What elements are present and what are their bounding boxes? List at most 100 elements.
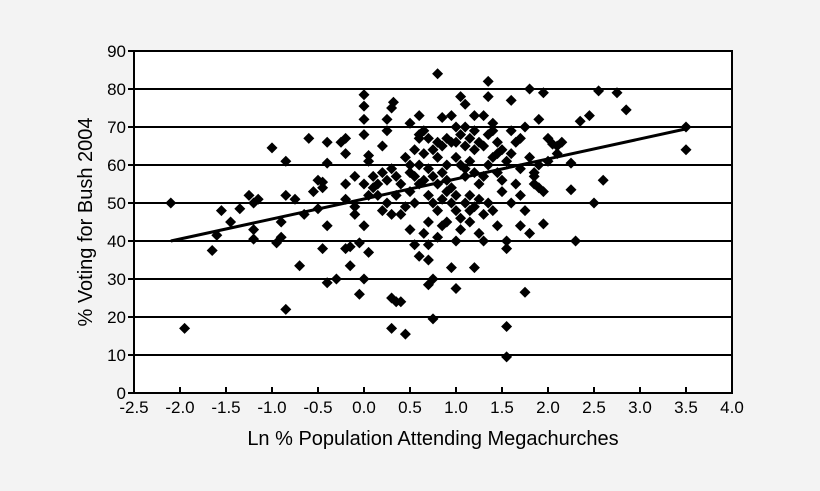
data-point [418,148,430,160]
data-point [422,254,434,266]
data-point [275,216,287,228]
data-point [464,155,476,167]
data-point [225,216,237,228]
y-tick-label: 40 [107,232,126,251]
data-point [344,260,356,272]
data-point [565,184,577,196]
data-point [436,140,448,152]
y-axis: 0 10 20 30 40 50 60 70 80 90 [107,42,134,403]
data-point [358,113,370,125]
data-point [321,220,333,232]
data-point [455,212,467,224]
data-point [496,186,508,198]
data-point [413,159,425,171]
data-point [358,178,370,190]
data-point [413,110,425,122]
data-point [409,239,421,251]
x-tick-label: -1.5 [211,398,240,417]
data-point [505,148,517,160]
data-point [386,322,398,334]
data-point [491,136,503,148]
x-axis-label: Ln % Population Attending Megachurches [247,428,618,450]
data-point [321,157,333,169]
data-point [340,148,352,160]
data-point [399,151,411,163]
y-tick-label: 50 [107,194,126,213]
data-point [459,163,471,175]
data-point [399,328,411,340]
data-point [510,178,522,190]
data-point [455,224,467,236]
data-point [514,220,526,232]
data-point [386,208,398,220]
data-point [459,197,471,209]
data-point [501,155,513,167]
data-point [514,189,526,201]
data-point [436,167,448,179]
data-point [487,205,499,217]
data-point [395,178,407,190]
data-point [482,159,494,171]
data-point [468,125,480,137]
data-point [482,129,494,141]
data-point [583,110,595,122]
data-point [422,239,434,251]
data-point [349,170,361,182]
data-point [381,174,393,186]
data-point [537,87,549,99]
data-point [330,273,342,285]
data-point [514,132,526,144]
data-point [404,224,416,236]
y-tick-label: 30 [107,270,126,289]
data-point [450,205,462,217]
data-point [450,136,462,148]
y-tick-label: 80 [107,80,126,99]
data-point [445,110,457,122]
data-point [248,233,260,245]
data-point [243,189,255,201]
data-point [395,208,407,220]
data-point [468,110,480,122]
y-tick-label: 90 [107,42,126,61]
x-tick-label: -1.0 [257,398,286,417]
data-point [358,129,370,141]
data-point [533,113,545,125]
data-point [464,216,476,228]
data-point [501,243,513,255]
data-point [588,197,600,209]
data-point [252,193,264,205]
data-point [376,167,388,179]
data-point [473,227,485,239]
data-point [487,117,499,129]
data-point [455,129,467,141]
data-point [478,235,490,247]
data-point [524,227,536,239]
data-point [524,83,536,95]
data-point [432,151,444,163]
data-point [441,159,453,171]
data-point [501,321,513,332]
data-point [409,144,421,156]
x-tick-label: 0.5 [398,398,422,417]
data-point [597,174,609,186]
data-point [376,205,388,217]
data-point [363,246,375,258]
data-point [399,201,411,213]
data-point [418,125,430,137]
data-point [358,89,370,101]
data-point [404,159,416,171]
data-point [381,125,393,137]
data-point [436,220,448,232]
y-tick-label: 10 [107,346,126,365]
data-point [358,100,370,112]
data-point [505,197,517,209]
data-point [496,174,508,186]
data-point [289,193,301,205]
data-point [464,189,476,201]
data-point [321,277,333,289]
y-tick-label: 20 [107,308,126,327]
x-tick-label: -2.5 [119,398,148,417]
data-point [473,193,485,205]
data-point [386,163,398,175]
data-point [372,178,384,190]
